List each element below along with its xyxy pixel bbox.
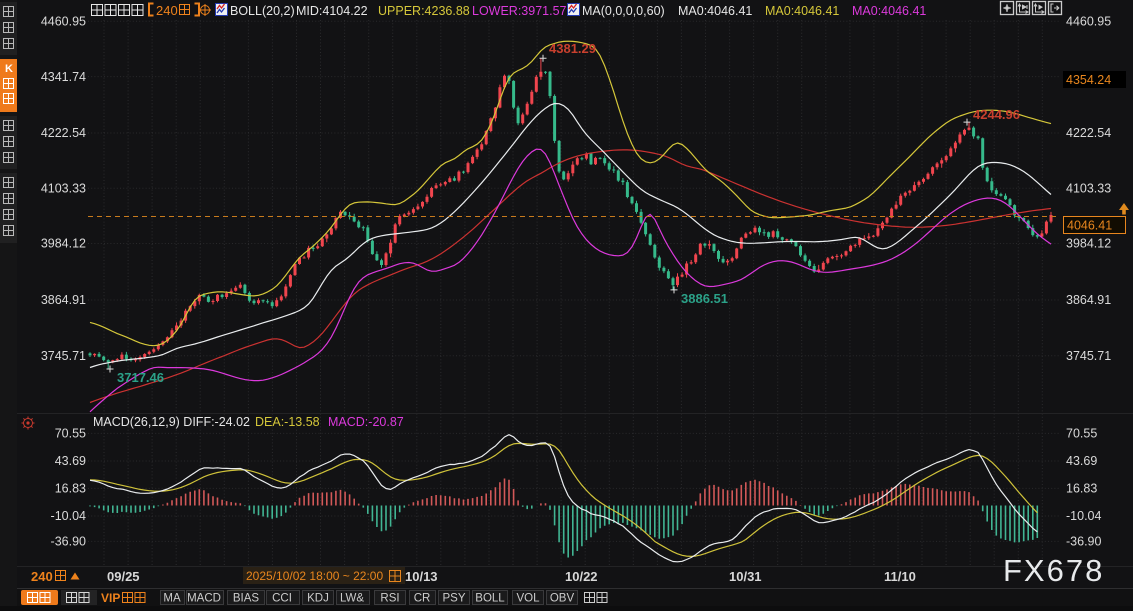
- svg-text:FX678: FX678: [1003, 553, 1104, 588]
- svg-text:3864.91: 3864.91: [1066, 293, 1111, 307]
- svg-text:70.55: 70.55: [1066, 427, 1097, 441]
- svg-text:10/22: 10/22: [565, 569, 598, 584]
- svg-text:16.83: 16.83: [1066, 482, 1097, 496]
- svg-text:3717.46: 3717.46: [117, 370, 164, 385]
- svg-text:DEA:-13.58: DEA:-13.58: [255, 415, 320, 429]
- svg-text:10/31: 10/31: [729, 569, 762, 584]
- svg-text:BIAS: BIAS: [233, 593, 260, 605]
- svg-text:KDJ: KDJ: [307, 593, 329, 605]
- svg-text:4354.24: 4354.24: [1066, 73, 1111, 87]
- svg-text:4381.29: 4381.29: [549, 41, 596, 56]
- svg-text:LW&: LW&: [340, 593, 364, 605]
- svg-text:-36.90: -36.90: [51, 535, 86, 549]
- svg-text:4103.33: 4103.33: [1066, 182, 1111, 196]
- svg-text:10/13: 10/13: [405, 569, 438, 584]
- svg-text:11/10: 11/10: [884, 569, 916, 584]
- svg-text:VIP: VIP: [101, 591, 120, 605]
- svg-text:4341.74: 4341.74: [41, 70, 86, 84]
- svg-text:CCI: CCI: [272, 593, 292, 605]
- svg-text:4046.41: 4046.41: [1067, 219, 1112, 233]
- svg-text:240: 240: [31, 569, 53, 584]
- svg-text:3745.71: 3745.71: [41, 349, 86, 363]
- svg-text:4244.96: 4244.96: [973, 107, 1020, 122]
- svg-text:MACD(26,12,9) DIFF:-24.02: MACD(26,12,9) DIFF:-24.02: [93, 415, 250, 429]
- svg-text:3745.71: 3745.71: [1066, 349, 1111, 363]
- svg-text:MA0:4046.41: MA0:4046.41: [678, 4, 752, 18]
- svg-text:4460.95: 4460.95: [41, 15, 86, 29]
- svg-text:-36.90: -36.90: [1066, 535, 1101, 549]
- svg-text:MACD:-20.87: MACD:-20.87: [328, 415, 404, 429]
- svg-text:RSI: RSI: [380, 593, 399, 605]
- svg-text:240: 240: [156, 3, 178, 18]
- svg-text:09/25: 09/25: [107, 569, 140, 584]
- svg-text:K: K: [5, 63, 13, 75]
- svg-text:MA0:4046.41: MA0:4046.41: [765, 4, 839, 18]
- svg-text:CR: CR: [414, 593, 431, 605]
- svg-text:4222.54: 4222.54: [41, 126, 86, 140]
- svg-text:3984.12: 3984.12: [41, 237, 86, 251]
- svg-text:MA(0,0,0,0,60): MA(0,0,0,0,60): [582, 4, 665, 18]
- svg-text:MACD: MACD: [187, 593, 221, 605]
- svg-text:BOLL: BOLL: [475, 593, 505, 605]
- svg-text:43.69: 43.69: [1066, 454, 1097, 468]
- svg-text:BOLL(20,2): BOLL(20,2): [230, 4, 295, 18]
- svg-text:-10.04: -10.04: [51, 509, 86, 523]
- svg-text:-10.04: -10.04: [1066, 509, 1101, 523]
- svg-text:70.55: 70.55: [55, 427, 86, 441]
- svg-text:4103.33: 4103.33: [41, 182, 86, 196]
- svg-text:MA: MA: [163, 593, 181, 605]
- svg-text:43.69: 43.69: [55, 454, 86, 468]
- svg-text:VOL: VOL: [516, 593, 540, 605]
- svg-text:4222.54: 4222.54: [1066, 126, 1111, 140]
- svg-text:2025/10/02 18:00 ~ 22:00: 2025/10/02 18:00 ~ 22:00: [246, 569, 383, 583]
- svg-text:3984.12: 3984.12: [1066, 237, 1111, 251]
- svg-text:16.83: 16.83: [55, 482, 86, 496]
- svg-text:MID:4104.22: MID:4104.22: [296, 4, 368, 18]
- svg-text:4460.95: 4460.95: [1066, 15, 1111, 29]
- svg-text:LOWER:3971.57: LOWER:3971.57: [472, 4, 567, 18]
- svg-text:MA0:4046.41: MA0:4046.41: [852, 4, 926, 18]
- svg-text:OBV: OBV: [550, 593, 575, 605]
- svg-text:PSY: PSY: [442, 593, 465, 605]
- svg-text:3886.51: 3886.51: [681, 291, 728, 306]
- svg-text:3864.91: 3864.91: [41, 293, 86, 307]
- svg-text:UPPER:4236.88: UPPER:4236.88: [378, 4, 470, 18]
